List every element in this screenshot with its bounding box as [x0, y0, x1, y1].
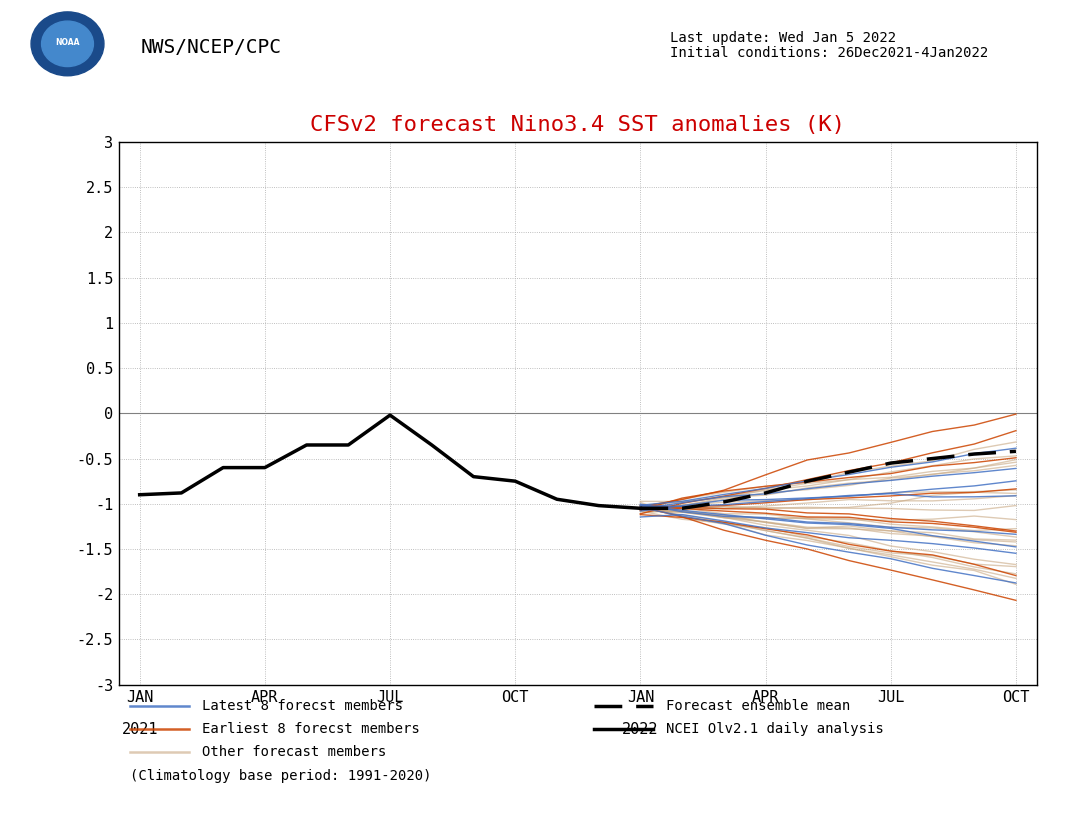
Text: NCEI Olv2.1 daily analysis: NCEI Olv2.1 daily analysis	[666, 722, 885, 736]
Text: Last update: Wed Jan 5 2022: Last update: Wed Jan 5 2022	[670, 31, 895, 45]
Text: Forecast ensemble mean: Forecast ensemble mean	[666, 699, 851, 712]
Text: 2022: 2022	[622, 722, 659, 737]
Text: Initial conditions: 26Dec2021-4Jan2022: Initial conditions: 26Dec2021-4Jan2022	[670, 46, 988, 60]
Text: NOAA: NOAA	[55, 38, 80, 47]
Text: 2021: 2021	[121, 722, 158, 737]
Text: Latest 8 forecst members: Latest 8 forecst members	[202, 699, 403, 712]
Circle shape	[31, 12, 104, 76]
Circle shape	[41, 21, 94, 67]
Text: Earliest 8 forecst members: Earliest 8 forecst members	[202, 722, 420, 736]
Text: (Climatology base period: 1991-2020): (Climatology base period: 1991-2020)	[130, 769, 431, 782]
Title: CFSv2 forecast Nino3.4 SST anomalies (K): CFSv2 forecast Nino3.4 SST anomalies (K)	[310, 115, 846, 134]
Text: Other forecast members: Other forecast members	[202, 746, 387, 759]
Text: NWS/NCEP/CPC: NWS/NCEP/CPC	[140, 38, 282, 57]
